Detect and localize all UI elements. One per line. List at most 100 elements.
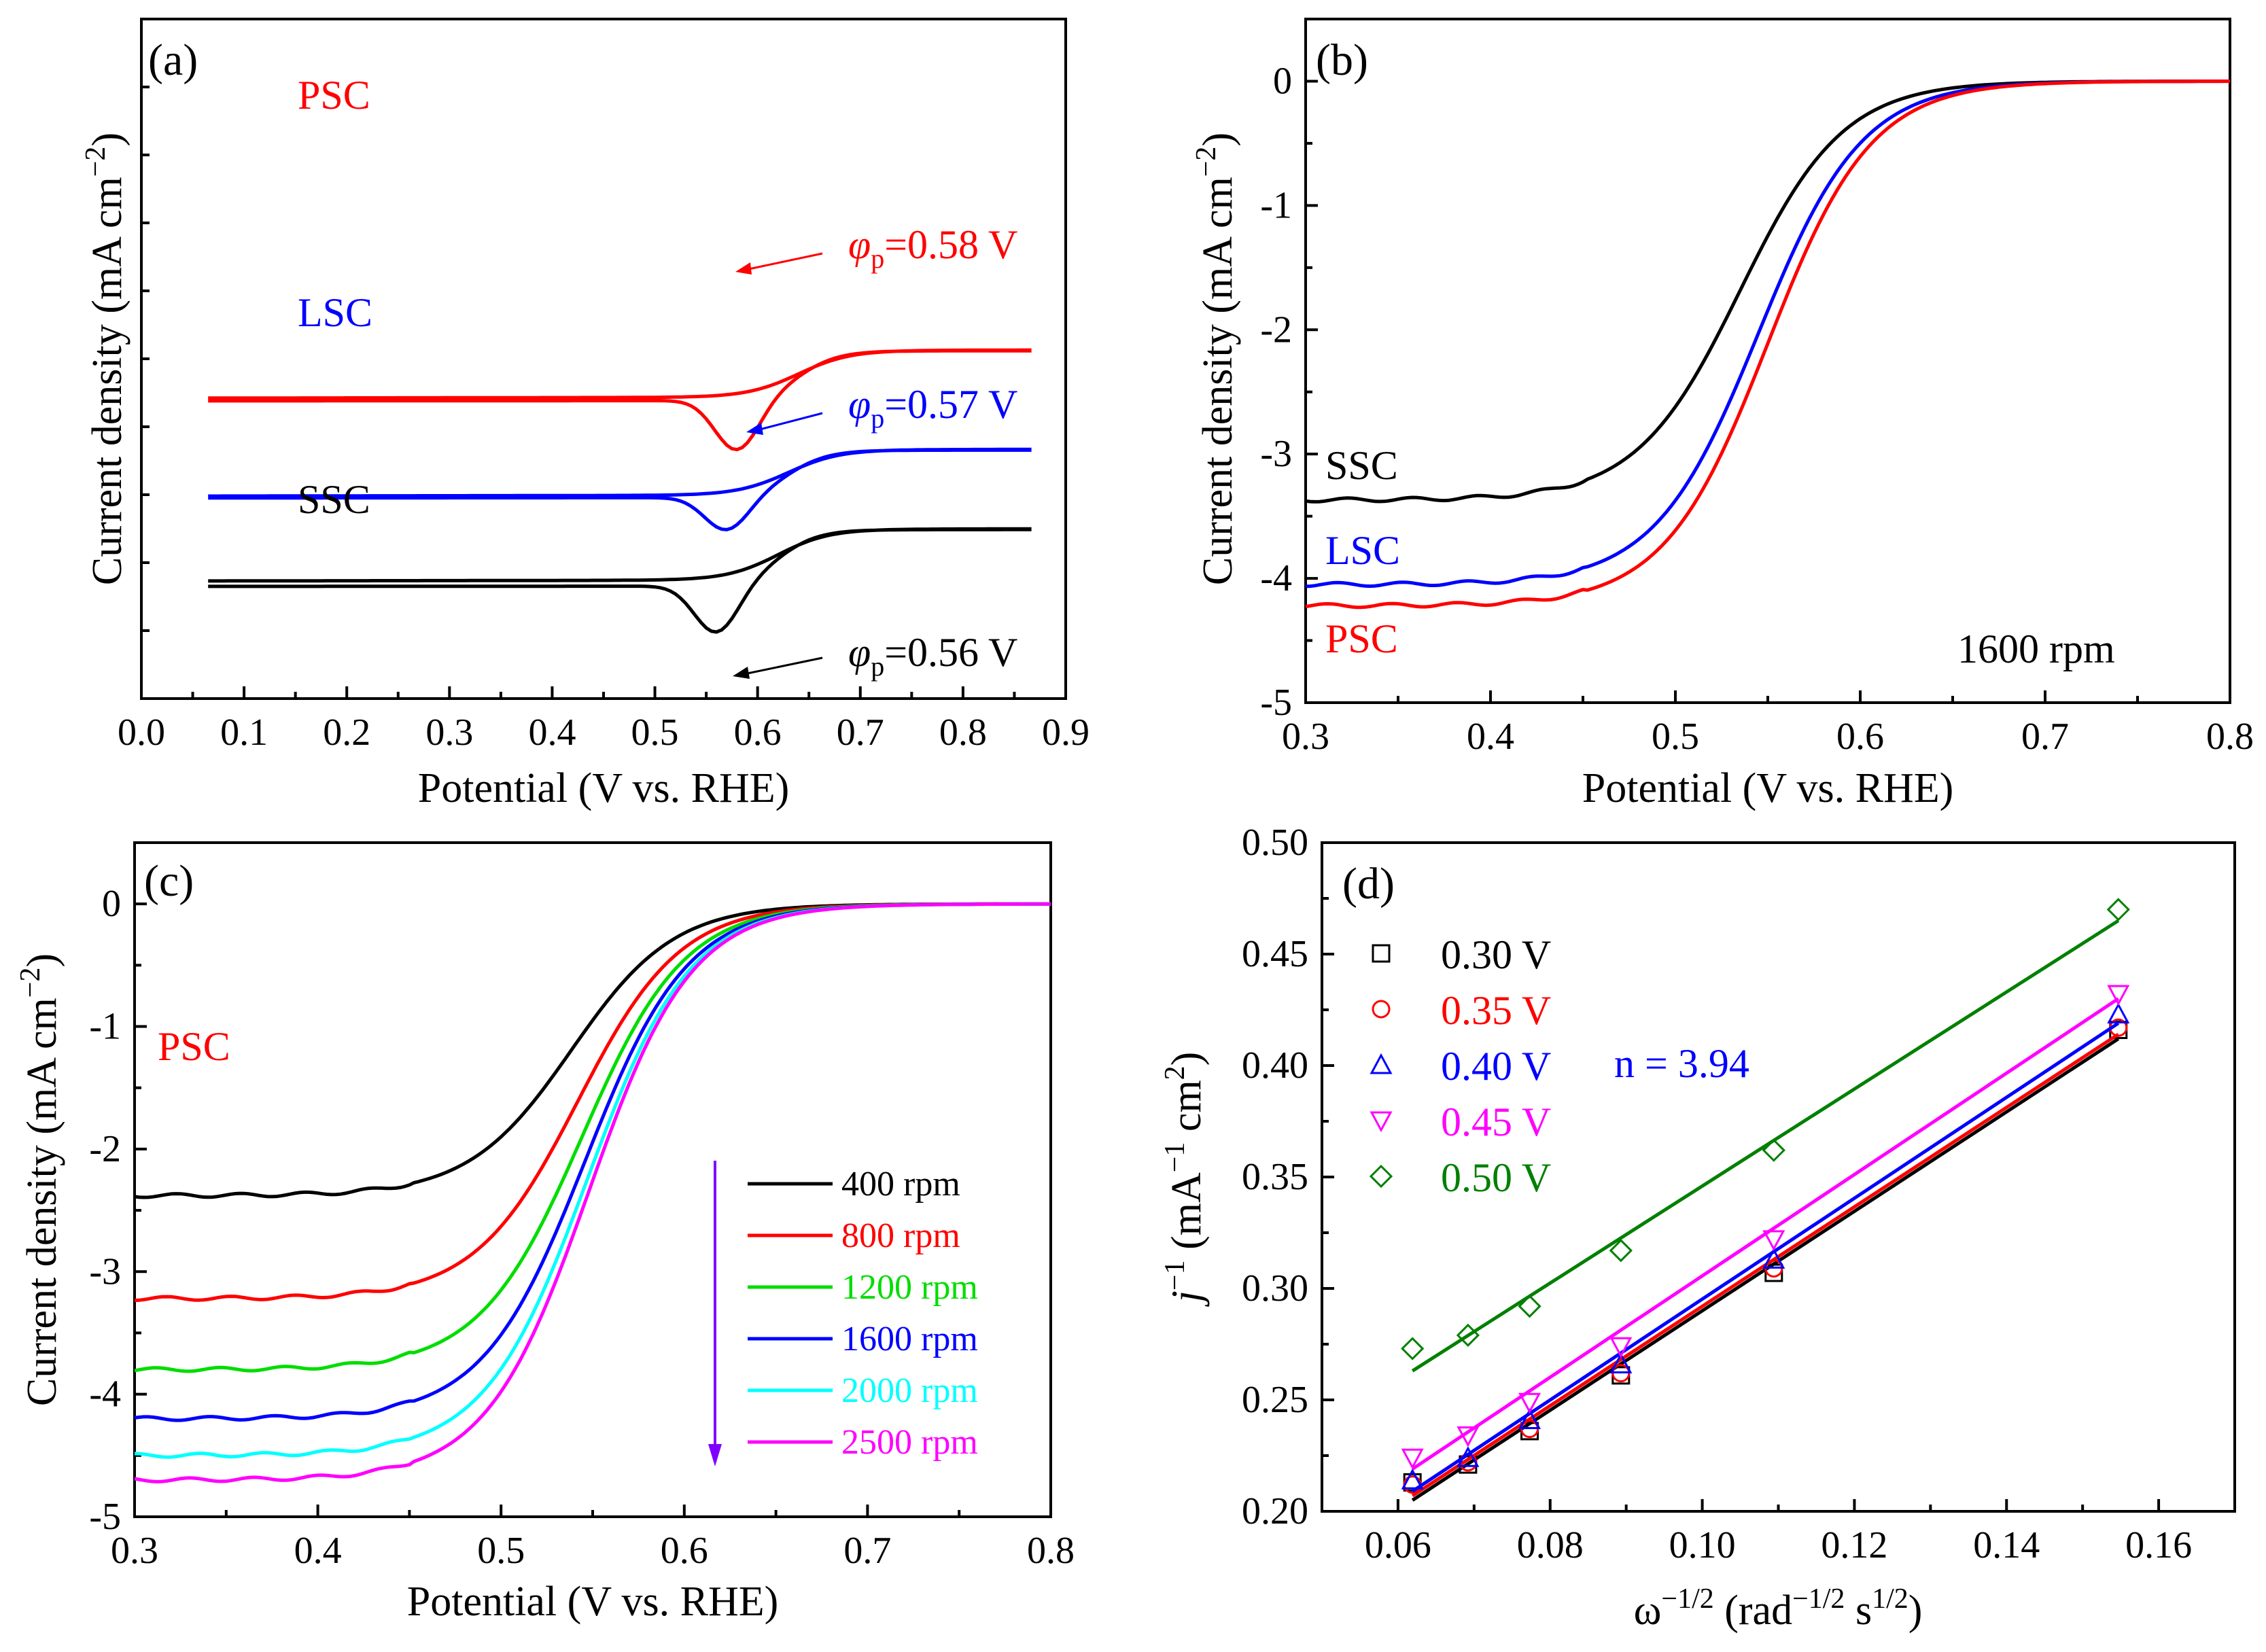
point-0.40-V — [1609, 1352, 1633, 1374]
label-lsc: LSC — [298, 290, 372, 335]
panel-b-xtick-label: 0.5 — [1652, 716, 1699, 758]
point-0.45-V — [1609, 1337, 1633, 1358]
point-0.40-V — [1762, 1248, 1785, 1269]
point-0.50-V — [1518, 1295, 1541, 1318]
panel-c-xtick-label: 0.3 — [111, 1530, 158, 1572]
panel-d-ytick-label: 0.35 — [1242, 1156, 1308, 1198]
arrowhead-psc — [735, 262, 752, 275]
svg-text:φp=0.57 V: φp=0.57 V — [848, 382, 1017, 434]
panel-c-sample-label: PSC — [158, 1024, 230, 1069]
panel-d-xtick-label: 0.10 — [1669, 1524, 1736, 1566]
panel-b-xtick-label: 0.7 — [2021, 716, 2069, 758]
label-ssc: SSC — [298, 477, 370, 522]
svg-text:φp=0.58 V: φp=0.58 V — [848, 222, 1017, 274]
panel-b-xtick-label: 0.4 — [1467, 716, 1514, 758]
peak-annotation-lsc: φp=0.57 V — [746, 382, 1017, 435]
legend-marker-0.40-V — [1370, 1053, 1393, 1074]
label-psc: PSC — [298, 73, 370, 118]
panel-b-ytick-label: -5 — [1260, 682, 1292, 724]
legend-marker-0.35-V — [1372, 1000, 1391, 1019]
panel-d-ytick-label: 0.45 — [1242, 933, 1308, 975]
point-0.45-V — [2107, 985, 2130, 1006]
panel-b-curve-psc — [1305, 80, 2230, 610]
panel-b-ytick-label: -3 — [1260, 433, 1292, 475]
panel-c-curve-400-rpm — [134, 902, 1051, 1199]
panel-b-curve-lsc — [1305, 80, 2230, 588]
panel-b-frame — [1304, 18, 2231, 704]
point-0.40-V — [2107, 1002, 2130, 1024]
point-0.50-V — [2106, 898, 2130, 921]
panel-b-label-ssc: SSC — [1325, 443, 1398, 488]
panel-b-xtick-label: 0.8 — [2206, 716, 2254, 758]
panel-b-ytick-label: -2 — [1260, 309, 1292, 351]
legend-text-0.45-V: 0.45 V — [1441, 1100, 1551, 1144]
svg-text:φp=0.56 V: φp=0.56 V — [848, 630, 1017, 682]
panel-b-ylabel: Current density (mA cm−2) — [1191, 133, 1241, 585]
arrow-lsc — [754, 412, 823, 432]
point-0.50-V — [1401, 1337, 1425, 1360]
panel-a-xtick-label: 0.2 — [323, 711, 370, 754]
arrow-ssc — [740, 656, 823, 676]
point-0.40-V — [1457, 1446, 1480, 1467]
point-0.50-V — [1762, 1138, 1785, 1162]
point-0.45-V — [1457, 1426, 1480, 1447]
point-0.50-V — [1609, 1239, 1633, 1263]
legend-text-800-rpm: 800 rpm — [841, 1216, 960, 1255]
panel-b-label-lsc: LSC — [1325, 528, 1400, 573]
panel-a: 0.0 0.1 0.2 0.3 0.4 0.5 0.6 0.7 0.8 0.9 (a) Poten… — [80, 18, 1090, 811]
legend-text-2000-rpm: 2000 rpm — [841, 1371, 978, 1410]
panel-d-ytick-label: 0.20 — [1242, 1490, 1308, 1532]
point-0.45-V — [1762, 1230, 1785, 1252]
panel-d-legend: 0.30 V 0.35 V 0.40 V 0.45 V 0.50 V — [1369, 932, 1551, 1200]
panel-d-n-value: n = 3.94 — [1614, 1041, 1749, 1086]
panel-a-ylabel: Current density (mA cm−2) — [80, 133, 130, 585]
panel-a-xtick-label: 0.7 — [837, 711, 884, 754]
panel-a-xtick-label: 0.4 — [528, 711, 576, 754]
point-0.50-V — [1456, 1323, 1480, 1348]
panel-a-xtick-label: 0.6 — [734, 711, 782, 754]
panel-b-xtick-label: 0.6 — [1836, 716, 1884, 758]
legend-text-0.40-V: 0.40 V — [1441, 1044, 1551, 1089]
point-0.40-V — [1518, 1408, 1541, 1430]
rpm-arrow-head — [708, 1444, 722, 1466]
panel-c-ylabel: Current density (mA cm−2) — [15, 953, 65, 1406]
legend-text-0.30-V: 0.30 V — [1441, 932, 1551, 977]
panel-c-ytick-label: -4 — [89, 1373, 121, 1416]
panel-c-xtick-label: 0.4 — [294, 1530, 342, 1572]
panel-d-ytick-label: 0.30 — [1242, 1267, 1308, 1310]
panel-b-xtick-label: 0.3 — [1282, 716, 1329, 758]
panel-d-ytick-label: 0.40 — [1242, 1044, 1308, 1087]
panel-d-ytick-label: 0.25 — [1242, 1379, 1308, 1421]
fit-line-0.40-V — [1411, 1021, 2120, 1493]
panel-c-curve-2500-rpm — [134, 902, 1051, 1483]
legend-marker-0.50-V — [1369, 1164, 1393, 1189]
legend-text-0.35-V: 0.35 V — [1441, 988, 1551, 1033]
panel-a-frame — [140, 18, 1067, 700]
panel-b-note: 1600 rpm — [1957, 627, 2115, 671]
point-0.30-V — [1764, 1263, 1783, 1282]
panel-a-label: (a) — [148, 35, 198, 85]
panel-c-ytick-label: -1 — [89, 1006, 121, 1048]
panel-c-label: (c) — [144, 856, 194, 906]
panel-a-xtick-label: 0.5 — [631, 711, 679, 754]
panel-c-legend: 400 rpm 800 rpm 1200 rpm 1600 rpm 2000 rpm 25… — [748, 1165, 978, 1462]
panel-d-xtick-label: 0.14 — [1973, 1524, 2040, 1566]
panel-c-xtick-label: 0.8 — [1027, 1530, 1075, 1572]
panel-d-xtick-label: 0.06 — [1365, 1524, 1431, 1566]
legend-text-0.50-V: 0.50 V — [1441, 1155, 1551, 1200]
arrowhead-lsc — [746, 423, 763, 435]
point-0.40-V — [1401, 1468, 1424, 1490]
panel-d-xtick-label: 0.16 — [2125, 1524, 2192, 1566]
legend-text-2500-rpm: 2500 rpm — [841, 1423, 978, 1462]
panel-c-ytick-label: -2 — [89, 1128, 121, 1170]
panel-c-ytick-label: 0 — [102, 883, 121, 925]
arrow-psc — [742, 252, 823, 272]
legend-text-1200-rpm: 1200 rpm — [841, 1268, 978, 1307]
panel-b: 0.3 0.4 0.5 0.6 0.7 0.8 0 -1 -2 -3 -4 -5 (b) Potent… — [1191, 18, 2254, 811]
panel-c-xtick-label: 0.5 — [477, 1530, 525, 1572]
panel-b-xlabel: Potential (V vs. RHE) — [1582, 765, 1954, 811]
panel-d-xtick-label: 0.08 — [1517, 1524, 1584, 1566]
point-0.45-V — [1518, 1392, 1541, 1414]
cv-curve-psc — [208, 348, 1032, 452]
